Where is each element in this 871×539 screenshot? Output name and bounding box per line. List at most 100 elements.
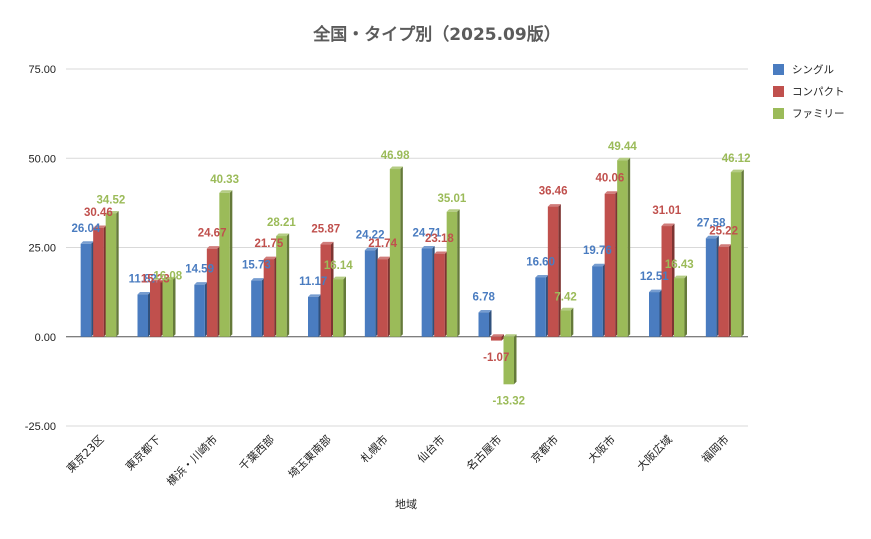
bar xyxy=(364,250,376,337)
bar xyxy=(308,296,319,337)
chart-title-layer: 全国・タイプ別（2025.09版） xyxy=(312,24,560,45)
data-label: 16.14 xyxy=(324,260,353,272)
x-tick-label: 東京都下 xyxy=(122,432,163,473)
bar xyxy=(219,192,230,337)
data-label: 6.78 xyxy=(473,292,496,304)
bar-top xyxy=(446,209,460,212)
bar-top xyxy=(617,157,631,161)
bar xyxy=(592,266,603,337)
x-tick-label: 福岡市 xyxy=(698,432,731,465)
data-label: 16.60 xyxy=(526,256,555,268)
bar-top xyxy=(503,334,517,337)
bar-top xyxy=(705,235,719,239)
bar-top xyxy=(560,307,574,311)
bar-side xyxy=(173,276,176,337)
bar-side xyxy=(331,241,334,337)
bar-top xyxy=(730,169,744,173)
data-label: 7.42 xyxy=(554,291,576,303)
bar-top xyxy=(194,282,208,285)
data-label: 24.71 xyxy=(413,228,442,240)
bar xyxy=(617,160,628,337)
legend-label: ファミリー xyxy=(792,108,845,120)
bars xyxy=(80,157,744,385)
data-label: 24.22 xyxy=(356,229,385,241)
bar xyxy=(276,236,287,337)
bar-top xyxy=(718,244,732,247)
bar-top xyxy=(377,256,391,260)
bar-side xyxy=(160,279,163,337)
bar xyxy=(478,312,489,337)
bar-top xyxy=(478,310,492,313)
data-label: 11.17 xyxy=(299,276,327,288)
legend-label: シングル xyxy=(792,63,834,76)
bar xyxy=(194,284,205,337)
data-label: 21.74 xyxy=(368,238,397,250)
x-tick-label: 千葉西部 xyxy=(236,432,277,473)
bar-side xyxy=(728,244,732,337)
bar-side xyxy=(741,169,744,337)
data-label: 40.33 xyxy=(210,174,239,186)
data-label: 36.46 xyxy=(539,186,568,198)
data-label: 34.52 xyxy=(97,195,126,207)
bar xyxy=(434,253,445,337)
data-label: 28.21 xyxy=(267,217,296,229)
data-label: 25.87 xyxy=(311,223,340,235)
bar-side xyxy=(274,256,277,337)
data-label: 11.82 xyxy=(129,274,157,286)
legend-label: コンパクト xyxy=(792,86,845,98)
bar-side xyxy=(343,276,346,337)
y-tick-label: 50.00 xyxy=(28,153,56,165)
bar-side xyxy=(375,247,378,337)
bar-side xyxy=(672,223,675,337)
bar xyxy=(421,248,433,337)
bar xyxy=(535,277,546,337)
x-tick-label: 埼玉東南部 xyxy=(285,432,334,481)
data-label: 35.01 xyxy=(438,193,467,205)
bar xyxy=(503,336,514,385)
bar xyxy=(80,243,92,337)
bar-top xyxy=(592,263,606,267)
gridlines xyxy=(66,68,748,427)
bar xyxy=(206,248,218,337)
bar-side xyxy=(318,294,321,337)
bar-side xyxy=(261,278,265,337)
bar-top xyxy=(491,334,504,337)
bar-side xyxy=(570,307,574,337)
bar-top xyxy=(547,204,561,207)
x-tick-label: 横浜・川崎市 xyxy=(164,432,221,489)
bar-side xyxy=(501,334,504,341)
data-label: 15.23 xyxy=(141,273,170,285)
bar xyxy=(718,246,729,337)
bar xyxy=(93,228,104,337)
bar-side xyxy=(400,166,403,337)
data-label: 40.06 xyxy=(596,173,625,185)
bar-top xyxy=(604,191,618,194)
data-label: 14.59 xyxy=(185,264,214,276)
legend-swatch xyxy=(773,86,784,97)
y-axis-ticks: 75.00 50.00 25.00 0.00 -25.00 xyxy=(25,64,56,433)
bar xyxy=(251,280,262,337)
bar-side xyxy=(286,233,290,337)
bar-side xyxy=(432,246,435,337)
y-tick-label: 75.00 xyxy=(28,64,56,76)
bar-top xyxy=(206,246,220,249)
bar-top xyxy=(421,246,435,249)
bar-side xyxy=(103,225,107,337)
data-label: -13.32 xyxy=(492,395,525,407)
bar-side xyxy=(615,191,618,337)
bar-side xyxy=(444,251,448,337)
bar-top xyxy=(251,278,265,281)
bar-side xyxy=(684,275,687,337)
bar-top xyxy=(364,247,378,251)
x-axis-title: 地域 xyxy=(395,498,417,511)
bar-top xyxy=(80,241,94,244)
chart-title: 全国・タイプ別（2025.09版） xyxy=(312,24,560,45)
data-label: 27.58 xyxy=(697,217,726,229)
bar xyxy=(389,169,401,337)
data-label: 19.76 xyxy=(583,245,612,257)
data-label: 23.18 xyxy=(425,233,454,245)
bar xyxy=(491,336,502,341)
bar-side xyxy=(116,211,119,337)
